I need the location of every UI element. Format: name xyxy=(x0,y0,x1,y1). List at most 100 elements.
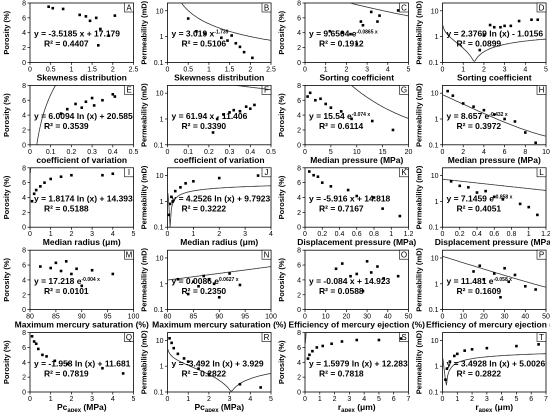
data-point xyxy=(482,108,486,112)
y-tick-label: 2 xyxy=(297,127,301,134)
panel-label-box xyxy=(399,85,409,95)
plot-frame xyxy=(167,2,272,63)
fit-equation: y = 1.5979 ln (x) + 12.283 xyxy=(309,358,408,368)
data-point xyxy=(340,262,344,265)
y-axis-label: Permeability (mD) xyxy=(140,330,149,394)
panel-label-box xyxy=(399,249,409,260)
x-tick-label: 0 xyxy=(166,66,170,73)
data-point xyxy=(517,19,521,23)
data-point xyxy=(222,113,225,116)
data-point xyxy=(320,181,324,184)
x-tick-label: 0.1 xyxy=(46,149,56,156)
x-tick-label: 50 xyxy=(542,314,550,321)
data-point xyxy=(59,112,63,115)
fit-equation: y = -3.5185 x + 17.179 xyxy=(34,29,120,39)
chart-panel-E: E 0 0.1 0.2 0.3 0.4 0.5 0 2 4 6 8 coefficient of var… xyxy=(2,83,138,165)
x-tick-label: 3 xyxy=(485,396,489,403)
x-tick-label: 1 xyxy=(191,231,195,238)
data-point xyxy=(195,30,198,33)
data-point xyxy=(84,15,88,18)
r-squared: R² = 0.3222 xyxy=(182,204,227,214)
x-tick-label: 85 xyxy=(189,314,197,321)
x-tick-label: 80 xyxy=(164,314,172,321)
data-point xyxy=(340,31,344,34)
y-axis-label: Permeability (mD) xyxy=(140,165,149,229)
data-point xyxy=(226,39,229,42)
r-squared: R² = 0.7819 xyxy=(44,368,89,378)
data-point xyxy=(467,186,470,189)
x-tick-label: 0.8 xyxy=(369,231,379,238)
panel-label: G xyxy=(401,86,407,95)
panel-label-box xyxy=(261,332,272,342)
data-point xyxy=(527,205,531,209)
data-point xyxy=(90,96,94,100)
chart-panel-Q: Q 0 1 2 3 4 5 0 2 4 6 8 Pcapex (MPa) Porosity (%) y = … xyxy=(2,330,136,412)
data-point xyxy=(513,273,517,277)
r-squared: R² = 0.7167 xyxy=(319,204,364,214)
r-squared: R² = 0.1609 xyxy=(457,286,502,296)
y-axis-label: Porosity (%) xyxy=(2,175,11,219)
y-tick-label: 0.1 xyxy=(154,390,164,397)
fit-equation: y = 0.0086 e0.0627 x xyxy=(172,276,239,286)
data-point xyxy=(349,274,352,278)
x-tick-label: 4 xyxy=(386,66,390,73)
fit-equation: y = 6.0094 ln (x) + 20.585 xyxy=(34,111,133,121)
y-tick-label: 0 xyxy=(297,307,301,314)
data-point xyxy=(534,141,537,145)
data-point xyxy=(51,6,55,10)
x-tick-label: 0 xyxy=(303,314,307,321)
panel-label: N xyxy=(264,251,270,260)
x-tick-label: 3 xyxy=(365,66,369,73)
x-tick-label: 0.6 xyxy=(489,231,499,238)
data-point xyxy=(45,355,48,358)
y-tick-label: 8 xyxy=(22,83,26,90)
plot-frame xyxy=(442,2,547,63)
data-point xyxy=(80,284,84,288)
x-tick-label: 95 xyxy=(104,314,112,321)
data-point xyxy=(311,349,314,353)
y-tick-label: 0.1 xyxy=(154,142,164,149)
x-tick-label: 80 xyxy=(26,314,34,321)
y-tick-label: 1 xyxy=(160,34,164,41)
data-point xyxy=(339,110,343,113)
data-point xyxy=(61,7,65,11)
data-point xyxy=(39,265,42,268)
x-tick-label: 5 xyxy=(269,396,273,403)
y-tick-label: 2 xyxy=(22,375,26,382)
r-squared: R² = 0.5188 xyxy=(44,204,89,214)
data-point xyxy=(192,179,195,183)
panel-label-box xyxy=(261,249,272,260)
y-tick-label: 8 xyxy=(22,165,26,172)
x-axis-label: Skewness distribution xyxy=(37,72,127,82)
data-point xyxy=(64,260,68,263)
data-point xyxy=(32,340,36,343)
y-tick-label: 0.1 xyxy=(154,307,164,314)
x-tick-label: 50 xyxy=(405,314,413,321)
data-point xyxy=(536,18,540,22)
x-tick-label: 2 xyxy=(470,396,474,403)
y-tick-label: 0.1 xyxy=(429,142,439,149)
y-tick-label: 2 xyxy=(297,45,301,52)
data-point xyxy=(515,344,518,348)
panel-label: B xyxy=(264,3,269,12)
y-tick-label: 4 xyxy=(22,277,26,284)
x-tick-label: 0 xyxy=(441,66,445,73)
data-point xyxy=(212,282,216,286)
y-axis-label: Porosity (%) xyxy=(277,258,286,302)
fit-equation: y = 7.1459 e-0.858 x xyxy=(447,194,513,204)
y-tick-label: 8 xyxy=(297,83,301,90)
data-point xyxy=(168,337,171,340)
data-point xyxy=(111,172,115,176)
y-tick-label: 10 xyxy=(431,8,439,15)
y-tick-label: 10 xyxy=(156,8,164,15)
y-tick-label: 6 xyxy=(297,15,301,22)
y-tick-label: 6 xyxy=(297,98,301,105)
data-point xyxy=(355,194,359,198)
x-tick-label: 0 xyxy=(166,396,170,403)
r-squared: R² = 0.4051 xyxy=(457,204,502,214)
x-axis-label: Sorting coefficient xyxy=(319,72,394,82)
y-tick-label: 2 xyxy=(22,292,26,299)
data-point xyxy=(472,270,475,273)
